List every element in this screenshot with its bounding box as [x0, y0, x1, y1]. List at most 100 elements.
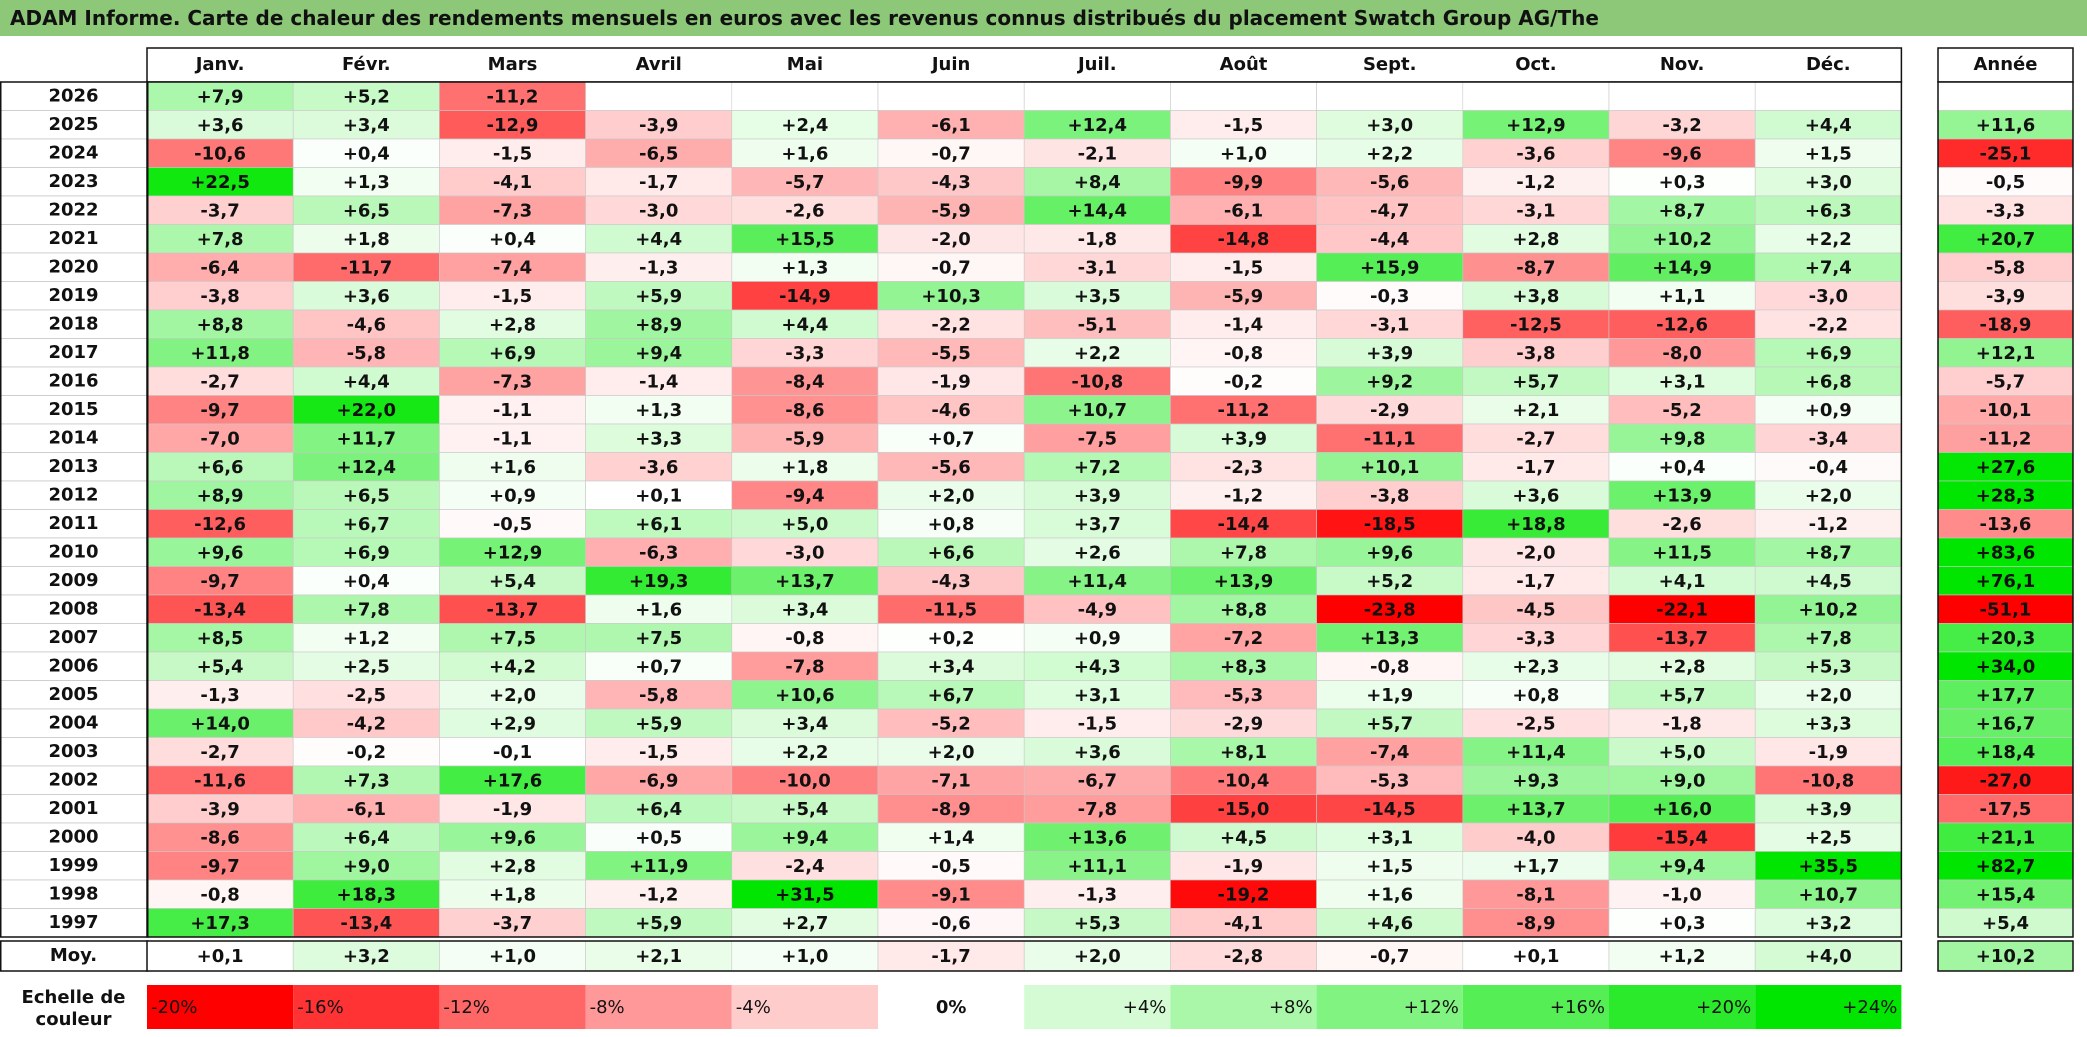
cell-value: -5,2 [931, 713, 970, 734]
scale-label: +16% [1550, 997, 1605, 1018]
cell-value: +31,5 [775, 884, 835, 905]
annual-cell [1937, 623, 2074, 653]
annual-cell [1937, 452, 2074, 482]
cell-value: +12,4 [1068, 115, 1128, 136]
cell-value: +7,8 [1805, 628, 1852, 649]
cell-value: -2,6 [1662, 514, 1701, 535]
cell-value: -8,7 [1516, 257, 1555, 278]
year-cell [0, 395, 148, 425]
year-label: 2015 [48, 399, 98, 420]
heat-cell [1023, 879, 1171, 909]
scale-label: +20% [1696, 997, 1751, 1018]
cell-value: -12,6 [194, 514, 246, 535]
heat-cell [585, 851, 733, 881]
average-value: -0,7 [1370, 946, 1409, 967]
cell-value: -2,0 [931, 229, 970, 250]
cell-value: +3,9 [1220, 428, 1267, 449]
heat-cell [731, 480, 879, 510]
cell-value: -7,1 [931, 770, 970, 791]
cell-value: -3,6 [639, 457, 678, 478]
cell-value: -1,8 [1662, 713, 1701, 734]
cell-value: -5,6 [1370, 172, 1409, 193]
year-cell [0, 765, 148, 795]
year-cell [0, 680, 148, 710]
cell-value: +8,8 [197, 314, 244, 335]
heat-cell [731, 851, 879, 881]
cell-value: -13,4 [340, 913, 392, 934]
heat-cell [1608, 81, 1756, 111]
heat-cell [877, 452, 1025, 482]
heat-cell [585, 81, 733, 111]
cell-value: -3,9 [639, 115, 678, 136]
cell-value: +0,9 [489, 485, 536, 506]
cell-value: +0,4 [489, 229, 536, 250]
cell-value: -7,8 [785, 656, 824, 677]
cell-value: -3,2 [1662, 115, 1701, 136]
heat-cell [1754, 309, 1902, 339]
cell-value: -6,3 [639, 542, 678, 563]
heat-cell [292, 224, 440, 254]
heat-cell [1754, 81, 1902, 111]
heat-cell [1316, 908, 1464, 938]
cell-value: +11,8 [190, 343, 250, 364]
cell-value: -12,5 [1510, 314, 1562, 335]
heat-cell [1608, 224, 1756, 254]
cell-value: +6,5 [343, 200, 390, 221]
cell-value: -5,8 [347, 343, 386, 364]
heat-cell [1462, 309, 1610, 339]
year-label: 2018 [48, 313, 98, 334]
year-label: 2016 [48, 370, 98, 391]
cell-value: +5,3 [1074, 913, 1121, 934]
annual-frame [1937, 81, 2074, 938]
heat-cell [1608, 708, 1756, 738]
cell-value: +10,2 [1652, 229, 1712, 250]
cell-value: -1,1 [493, 400, 532, 421]
heat-cell [439, 309, 586, 339]
heat-cell [877, 708, 1025, 738]
cell-value: +13,7 [1506, 799, 1566, 820]
heat-cell [1462, 651, 1610, 681]
cell-value: +8,7 [1805, 542, 1852, 563]
cell-value: +6,4 [343, 827, 390, 848]
month-header-12: Déc. [1806, 54, 1851, 75]
scale-swatch [1024, 985, 1171, 1029]
scale-label: -16% [297, 997, 344, 1018]
cell-value: +13,9 [1652, 485, 1712, 506]
heat-cell [877, 423, 1025, 453]
cell-value: +11,7 [337, 428, 397, 449]
cell-value: +13,9 [1214, 571, 1274, 592]
cell-value: -3,0 [639, 200, 678, 221]
cell-value: +0,3 [1659, 913, 1706, 934]
heat-cell [731, 566, 879, 596]
heat-cell [877, 110, 1025, 140]
heat-cell [731, 395, 879, 425]
cell-value: +3,1 [1659, 371, 1706, 392]
heat-cell [292, 737, 440, 767]
heat-cell [146, 708, 294, 738]
cell-value: -7,4 [1370, 742, 1409, 763]
heat-cell [1170, 651, 1317, 681]
scale-swatch [293, 985, 440, 1029]
heat-cell [1170, 452, 1317, 482]
heat-cell [1316, 138, 1464, 168]
cell-value: +6,6 [197, 457, 244, 478]
heat-cell [731, 195, 879, 225]
cell-value: -13,7 [487, 599, 539, 620]
annual-value: -18,9 [1980, 314, 2032, 335]
cell-value: -2,7 [200, 742, 239, 763]
cell-value: +6,4 [635, 799, 682, 820]
heat-cell [877, 195, 1025, 225]
cell-value: +0,7 [635, 656, 682, 677]
heat-cell [292, 395, 440, 425]
cell-value: +3,4 [781, 713, 828, 734]
heat-cell [585, 195, 733, 225]
year-cell [0, 908, 148, 938]
cell-value: -5,3 [1224, 685, 1263, 706]
cell-value: -3,7 [200, 200, 239, 221]
cell-value: -9,7 [200, 571, 239, 592]
heat-cell [1170, 680, 1317, 710]
heat-cell [1316, 281, 1464, 311]
annual-value: -5,8 [1986, 257, 2025, 278]
heat-cell [292, 167, 440, 197]
heat-cell [731, 138, 879, 168]
